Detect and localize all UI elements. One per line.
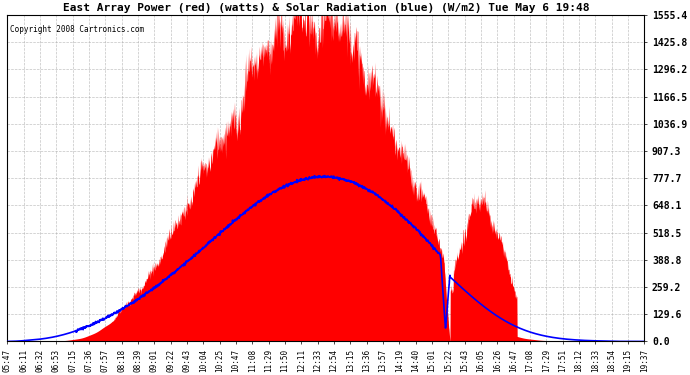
Text: Copyright 2008 Cartronics.com: Copyright 2008 Cartronics.com: [10, 25, 145, 34]
Title: East Array Power (red) (watts) & Solar Radiation (blue) (W/m2) Tue May 6 19:48: East Array Power (red) (watts) & Solar R…: [63, 3, 589, 13]
